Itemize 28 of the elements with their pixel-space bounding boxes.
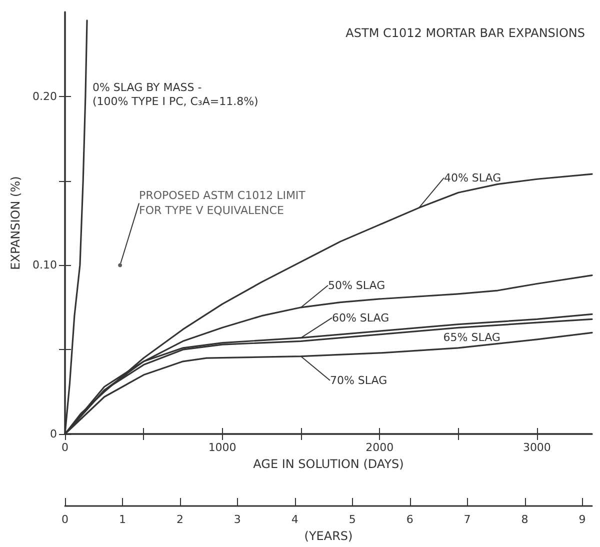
x2-tick-label: 9 xyxy=(578,513,586,526)
series-label: 0% SLAG BY MASS - (100% TYPE I PC, C₃A=11.8%) xyxy=(92,80,258,108)
series-label: 70% SLAG xyxy=(330,374,388,387)
x2-tick-label: 4 xyxy=(291,513,298,526)
y-axis-title: EXPANSION (%) xyxy=(8,176,23,270)
annotation: PROPOSED ASTM C1012 LIMIT FOR TYPE V EQUIVALENCE xyxy=(139,189,306,218)
y-tick-label: 0 xyxy=(50,428,57,440)
series-label: 60% SLAG xyxy=(332,311,390,324)
x2-tick-label: 8 xyxy=(521,513,528,526)
x-tick-label: 2000 xyxy=(366,441,394,454)
x2-tick-label: 2 xyxy=(176,513,184,526)
y-tick-label: 0.10 xyxy=(32,258,57,272)
x2-tick-label: 1 xyxy=(118,513,126,526)
text: ASTM C1012 MORTAR BAR EXPANSIONS xyxy=(346,26,585,40)
x2-tick-label: 6 xyxy=(406,513,414,526)
x2-axis-title: (YEARS) xyxy=(304,529,353,543)
x2-tick-label: 7 xyxy=(464,513,471,526)
x2-tick-label: 5 xyxy=(348,513,356,526)
x2-tick-label: 0 xyxy=(62,513,68,526)
series-label: 50% SLAG xyxy=(328,278,386,292)
x-tick-label: 3000 xyxy=(522,441,551,454)
x-axis-title: AGE IN SOLUTION (DAYS) xyxy=(253,457,404,471)
y-tick-label: 0.20 xyxy=(32,90,57,103)
series-label: 65% SLAG xyxy=(443,331,500,344)
x2-tick-label: 3 xyxy=(234,513,241,526)
series-label: 40% SLAG xyxy=(444,171,502,184)
x-tick-label: 0 xyxy=(62,441,68,454)
x-tick-label: 1000 xyxy=(208,441,236,454)
